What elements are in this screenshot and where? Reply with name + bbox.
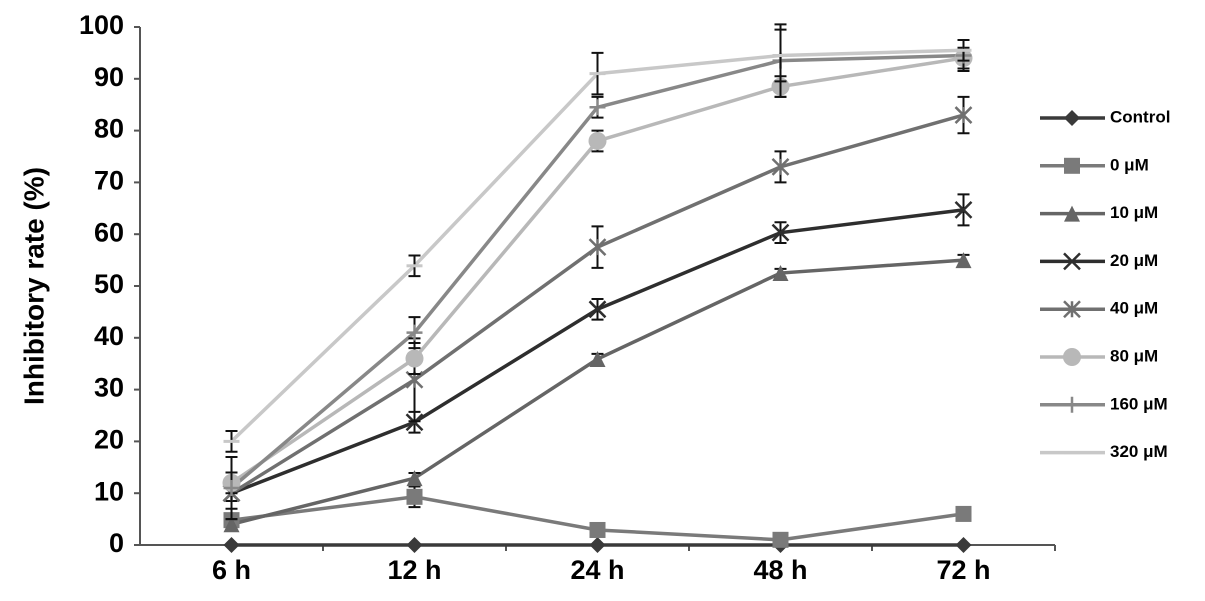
x-tick-label: 24 h (570, 555, 624, 585)
y-tick-label: 0 (109, 528, 124, 558)
legend-label: 80 μM (1110, 346, 1158, 365)
data-point (589, 99, 606, 116)
legend: Control 0 μM 10 μM 20 μM 40 μM 80 μM 160 μM 320… (1040, 107, 1170, 461)
legend-marker (1064, 110, 1080, 126)
data-point (772, 531, 789, 548)
data-point (955, 505, 972, 522)
y-tick-label: 30 (94, 373, 124, 403)
data-point (588, 238, 607, 257)
data-point (223, 516, 240, 533)
legend-marker (1064, 396, 1080, 413)
y-tick-label: 70 (94, 166, 124, 196)
x-tick-label: 48 h (753, 555, 807, 585)
data-point (589, 351, 606, 368)
data-point (406, 470, 423, 487)
data-point (406, 537, 423, 553)
data-point (405, 413, 424, 432)
data-point (588, 131, 607, 150)
data-point (955, 252, 972, 269)
data-point (771, 157, 790, 176)
legend-marker (1064, 205, 1080, 222)
legend-label: 0 μM (1110, 155, 1149, 174)
y-axis-title: Inhibitory rate (%) (18, 167, 49, 405)
legend-marker (1064, 157, 1080, 174)
legend-marker (1063, 348, 1081, 366)
data-point (589, 537, 606, 553)
legend-label: 20 μM (1110, 251, 1158, 270)
y-tick-label: 80 (94, 114, 124, 144)
legend-label: 40 μM (1110, 299, 1158, 318)
x-tick-label: 72 h (936, 555, 990, 585)
data-point (588, 300, 607, 319)
legend-label: 10 μM (1110, 203, 1158, 222)
data-point (772, 265, 789, 282)
legend-label: 320 μM (1110, 442, 1168, 461)
data-point (223, 480, 240, 497)
y-tick-label: 20 (94, 425, 124, 455)
x-tick-label: 6 h (212, 555, 251, 585)
x-tick-label: 12 h (387, 555, 441, 585)
y-tick-label: 90 (94, 62, 124, 92)
legend-marker (1063, 300, 1081, 319)
y-tick-label: 100 (79, 10, 124, 40)
data-point (955, 537, 972, 553)
data-point (771, 223, 790, 242)
series-line (230, 56, 964, 485)
legend-label: Control (1110, 107, 1170, 126)
legend-marker (1063, 252, 1081, 271)
y-tick-label: 60 (94, 217, 124, 247)
data-point (406, 324, 423, 341)
y-tick-label: 10 (94, 476, 124, 506)
y-tick-label: 50 (94, 269, 124, 299)
data-point (954, 106, 973, 124)
legend-label: 160 μM (1110, 394, 1168, 413)
data-point (589, 521, 606, 538)
data-point (223, 537, 240, 553)
data-point (954, 200, 973, 219)
y-tick-label: 40 (94, 321, 124, 351)
data-point (406, 488, 423, 505)
data-point (405, 349, 424, 368)
